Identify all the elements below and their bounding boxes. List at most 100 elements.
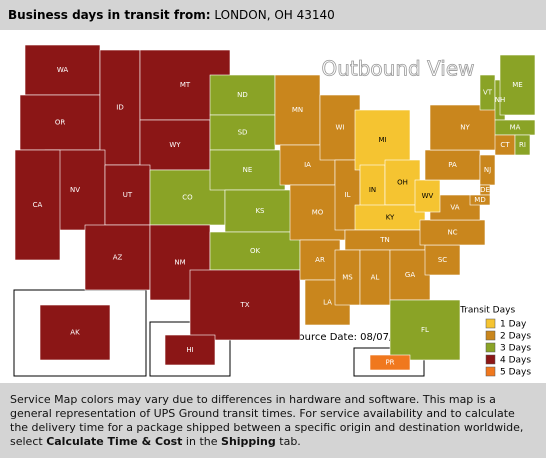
state xyxy=(274,74,321,146)
state xyxy=(424,244,461,276)
legend-swatch xyxy=(485,330,496,341)
state xyxy=(209,114,276,151)
source-date: Source Date: 08/07/2006 xyxy=(292,332,418,343)
footer: Service Map colors may vary due to diffe… xyxy=(0,383,546,458)
legend-label: 5 Days xyxy=(500,368,531,378)
state-label: TX xyxy=(239,301,249,309)
state-label: MS xyxy=(342,274,353,282)
state-label: GA xyxy=(405,271,415,279)
state-label: ND xyxy=(237,91,248,99)
state-label: HI xyxy=(186,346,193,354)
state xyxy=(164,334,216,366)
state-label: ID xyxy=(116,104,123,112)
state xyxy=(389,299,461,361)
state-label: NM xyxy=(174,259,185,267)
state-label: WA xyxy=(57,66,69,74)
footer-text: in the xyxy=(182,435,222,448)
state-label: OK xyxy=(250,247,261,255)
map: Outbound View Source Date: 08/07/2006 Tr… xyxy=(13,44,536,378)
state-label: WV xyxy=(422,192,434,200)
state xyxy=(334,249,361,306)
state xyxy=(209,74,276,116)
footer-text: Service Map colors may vary due to diffe… xyxy=(10,393,524,448)
state-label: IN xyxy=(369,186,376,194)
state-label: RI xyxy=(519,141,526,149)
state xyxy=(424,149,481,181)
state-label: AR xyxy=(315,256,325,264)
state-label: IL xyxy=(345,191,351,199)
state xyxy=(414,179,441,213)
state-label: DE xyxy=(480,186,490,194)
state-label: OR xyxy=(55,119,66,127)
state xyxy=(189,269,301,341)
state xyxy=(514,134,531,156)
header: Business days in transit from: LONDON, O… xyxy=(0,0,546,30)
state-label: CT xyxy=(500,141,510,149)
state-label: WY xyxy=(169,141,181,149)
state-label: VT xyxy=(483,89,493,97)
state-label: AK xyxy=(70,329,80,337)
legend-title: Transit Days xyxy=(459,306,515,316)
state-label: NH xyxy=(495,96,506,104)
header-label: Business days in transit from: xyxy=(8,8,211,22)
legend-label: 2 Days xyxy=(500,332,531,342)
state xyxy=(389,249,431,301)
state-label: MN xyxy=(292,106,303,114)
state xyxy=(369,354,411,371)
state xyxy=(319,94,361,161)
legend-swatch xyxy=(485,354,496,365)
state-label: MI xyxy=(378,136,386,144)
state-label: NY xyxy=(460,124,470,132)
state-label: UT xyxy=(123,191,133,199)
state-label: MD xyxy=(474,196,485,204)
state xyxy=(209,149,286,191)
state xyxy=(84,224,151,291)
legend-label: 3 Days xyxy=(500,344,531,354)
state-label: NC xyxy=(447,229,457,237)
state-label: PA xyxy=(448,161,457,169)
legend-label: 1 Day xyxy=(500,320,527,330)
state-label: KY xyxy=(386,214,395,222)
footer-tab-name: Shipping xyxy=(221,435,276,448)
footer-text: tab. xyxy=(275,435,301,448)
state xyxy=(14,149,61,261)
state xyxy=(499,54,536,116)
state-label: MA xyxy=(510,124,521,132)
state xyxy=(469,194,491,206)
state-label: IA xyxy=(304,161,311,169)
state-label: FL xyxy=(421,326,429,334)
state xyxy=(359,249,391,306)
origin: LONDON, OH 43140 xyxy=(214,8,335,22)
state-label: NJ xyxy=(484,166,491,174)
state-label: CO xyxy=(182,194,193,202)
state xyxy=(429,104,501,151)
state xyxy=(209,231,301,271)
state-label: TN xyxy=(379,236,390,244)
state xyxy=(139,119,211,171)
state xyxy=(104,164,151,226)
state-label: AL xyxy=(371,274,380,282)
state-label: MT xyxy=(180,81,191,89)
state-label: ME xyxy=(512,81,522,89)
legend-swatch xyxy=(485,366,496,377)
state xyxy=(224,189,296,233)
state-label: PR xyxy=(385,359,394,367)
state-label: WI xyxy=(336,124,345,132)
state-label: LA xyxy=(323,299,332,307)
state-label: SC xyxy=(438,256,447,264)
legend-swatch xyxy=(485,318,496,329)
state-label: SD xyxy=(238,129,248,137)
state-label: NE xyxy=(243,166,253,174)
state-label: NV xyxy=(70,186,80,194)
state xyxy=(39,304,111,361)
state xyxy=(384,159,421,206)
legend-swatch xyxy=(485,342,496,353)
view-title: Outbound View xyxy=(321,57,474,81)
state-label: CA xyxy=(33,201,43,209)
legend-label: 4 Days xyxy=(500,356,531,366)
footer-link-name: Calculate Time & Cost xyxy=(46,435,183,448)
state-label: AZ xyxy=(113,254,123,262)
state-label: VA xyxy=(450,204,459,212)
state-label: OH xyxy=(397,179,408,187)
